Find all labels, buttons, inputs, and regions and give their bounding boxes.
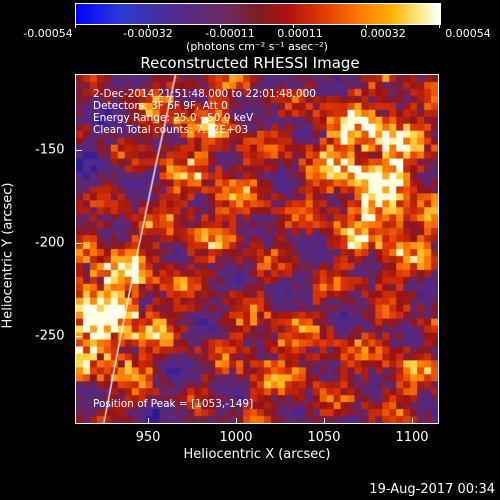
colorbar-tick-label: 0.00054 — [445, 27, 491, 40]
y-axis-label: Heliocentric Y (arcsec) — [0, 182, 16, 329]
colorbar-tick — [220, 24, 221, 28]
solar-image-plot — [75, 74, 439, 424]
y-tick-label: -200 — [35, 235, 65, 251]
y-tick — [76, 336, 82, 337]
x-tick — [236, 418, 237, 424]
peak-position: Position of Peak = [1053,-149] — [93, 398, 254, 410]
x-tick — [324, 418, 325, 424]
energy-range: Energy Range: 25.0 - 50.0 keV — [93, 112, 254, 124]
y-tick — [76, 150, 82, 151]
x-tick — [148, 418, 149, 424]
colorbar-tick — [366, 24, 367, 28]
colorbar-tick — [439, 24, 440, 28]
colorbar-tick-label: -0.00054 — [23, 27, 73, 40]
colorbar-units: (photons cm⁻² s⁻¹ asec⁻²) — [186, 40, 328, 53]
colorbar-tick-label: 0.00032 — [360, 27, 406, 40]
colorbar-tick-label: -0.00032 — [123, 27, 173, 40]
colorbar — [75, 3, 441, 25]
x-axis-label: Heliocentric X (arcsec) — [183, 447, 331, 462]
y-tick-label: -250 — [35, 328, 65, 344]
timestamp: 19-Aug-2017 00:34 — [369, 482, 495, 497]
colorbar-tick-label: -0.00011 — [205, 27, 255, 40]
x-tick — [412, 418, 413, 424]
colorbar-tick — [148, 24, 149, 28]
colorbar-tick — [75, 24, 76, 28]
method-counts: Clean Total counts: 7.32E+03 — [93, 124, 249, 136]
colorbar-tick-label: 0.00011 — [277, 27, 323, 40]
x-tick-label: 1000 — [219, 430, 253, 445]
rhessi-image — [76, 75, 438, 423]
detectors-info: Detectors: 3F 6F 9F, Att 0 — [93, 100, 228, 112]
y-tick-label: -150 — [35, 142, 65, 158]
time-range: 2-Dec-2014 21:51:48.000 to 22:01:48.000 — [93, 88, 316, 100]
plot-title: Reconstructed RHESSI Image — [140, 54, 360, 72]
x-tick-label: 950 — [135, 430, 161, 445]
x-tick-label: 1050 — [307, 430, 341, 445]
colorbar-tick — [293, 24, 294, 28]
x-tick-label: 1100 — [395, 430, 429, 445]
y-tick — [76, 243, 82, 244]
